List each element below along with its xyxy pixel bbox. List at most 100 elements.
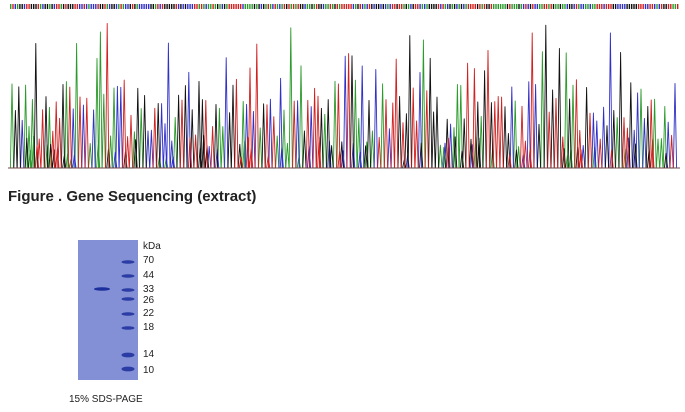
base-call-mark [564, 4, 566, 9]
base-call-mark [430, 4, 433, 9]
base-call-mark [596, 4, 598, 9]
base-call-mark [382, 4, 384, 9]
gel-caption: 15% SDS-PAGE [69, 394, 143, 405]
base-call-mark [223, 4, 226, 9]
base-call-mark [191, 4, 194, 9]
base-call-mark [106, 4, 108, 9]
base-call-mark [536, 4, 539, 9]
base-call-mark [85, 4, 88, 9]
base-call-mark [207, 4, 210, 9]
base-call-mark [419, 4, 421, 9]
base-call-mark [371, 4, 373, 9]
base-call-mark [608, 4, 610, 9]
base-sequence-row [10, 4, 679, 9]
base-call-mark [405, 4, 407, 9]
base-call-mark [601, 4, 603, 9]
base-call-mark [235, 4, 237, 9]
base-call-mark [357, 4, 359, 9]
base-call-mark [198, 4, 200, 9]
base-call-mark [35, 4, 37, 9]
base-call-mark [575, 4, 578, 9]
base-call-mark [580, 4, 582, 9]
base-call-mark [200, 4, 203, 9]
base-call-mark [398, 4, 401, 9]
base-call-mark [511, 4, 513, 9]
base-call-mark [518, 4, 520, 9]
sequencing-chromatogram [8, 4, 680, 169]
base-call-mark [74, 4, 76, 9]
marker-label-10: 10 [143, 365, 155, 376]
base-call-mark [656, 4, 658, 9]
base-call-mark [313, 4, 315, 9]
base-call-mark [44, 4, 46, 9]
base-call-mark [118, 4, 120, 9]
base-call-mark [674, 4, 677, 9]
base-call-mark [292, 4, 295, 9]
base-call-mark [663, 4, 665, 9]
ladder-band-33 [121, 288, 135, 292]
base-call-mark [513, 4, 516, 9]
base-call-mark [458, 4, 460, 9]
base-call-mark [336, 4, 338, 9]
base-call-mark [649, 4, 651, 9]
base-call-mark [226, 4, 228, 9]
base-call-mark [131, 4, 134, 9]
base-call-mark [414, 4, 417, 9]
base-call-mark [380, 4, 382, 9]
marker-label-26: 26 [143, 295, 155, 306]
base-call-mark [612, 4, 614, 9]
base-call-mark [150, 4, 152, 9]
base-call-mark [69, 4, 72, 9]
base-call-mark [364, 4, 366, 9]
base-call-mark [375, 4, 378, 9]
base-call-mark [571, 4, 573, 9]
base-call-mark [39, 4, 42, 9]
base-call-mark [548, 4, 550, 9]
base-call-mark [115, 4, 118, 9]
ladder-band-18 [121, 326, 135, 330]
base-call-mark [428, 4, 430, 9]
base-call-mark [212, 4, 214, 9]
base-call-mark [214, 4, 217, 9]
base-call-mark [72, 4, 74, 9]
kda-unit-label: kDa [143, 241, 161, 252]
base-call-mark [281, 4, 283, 9]
base-call-mark [433, 4, 435, 9]
base-call-mark [182, 4, 184, 9]
marker-label-18: 18 [143, 322, 155, 333]
base-call-mark [502, 4, 504, 9]
base-call-mark [396, 4, 398, 9]
base-call-mark [633, 4, 635, 9]
base-call-mark [62, 4, 65, 9]
chromatogram-traces [8, 22, 680, 169]
base-call-mark [276, 4, 279, 9]
base-call-mark [619, 4, 621, 9]
base-call-mark [421, 4, 424, 9]
base-call-mark [355, 4, 357, 9]
base-call-mark [350, 4, 352, 9]
base-call-mark [628, 4, 631, 9]
base-call-mark [83, 4, 85, 9]
base-call-mark [665, 4, 667, 9]
base-call-mark [95, 4, 97, 9]
marker-label-70: 70 [143, 255, 155, 266]
base-call-mark [412, 4, 414, 9]
base-call-mark [341, 4, 343, 9]
base-call-mark [145, 4, 148, 9]
base-call-mark [90, 4, 92, 9]
base-call-mark [345, 4, 348, 9]
base-call-mark [401, 4, 403, 9]
base-call-mark [387, 4, 389, 9]
base-call-mark [279, 4, 281, 9]
base-call-mark [111, 4, 113, 9]
base-call-mark [168, 4, 171, 9]
base-call-mark [603, 4, 605, 9]
base-call-mark [550, 4, 552, 9]
base-call-mark [283, 4, 286, 9]
base-call-mark [568, 4, 571, 9]
base-call-mark [180, 4, 182, 9]
base-call-mark [479, 4, 481, 9]
base-call-mark [589, 4, 591, 9]
base-call-mark [166, 4, 168, 9]
base-call-mark [614, 4, 617, 9]
